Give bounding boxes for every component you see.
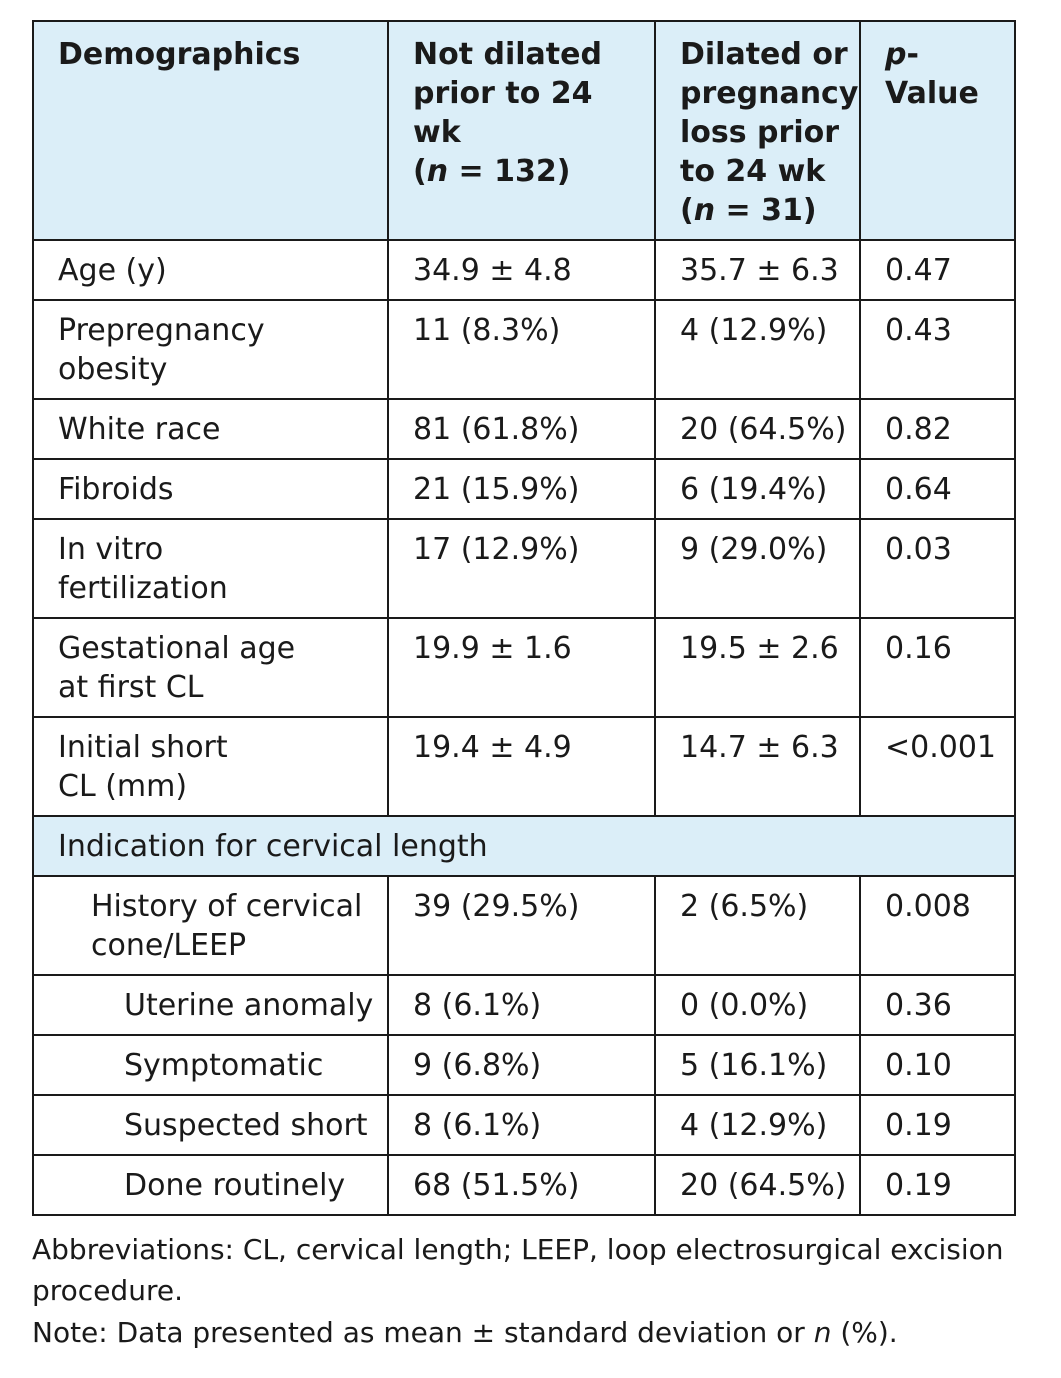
cell-dilated: 0 (0.0%) — [654, 974, 861, 1036]
note-footnote: Note: Data presented as mean ± standard … — [32, 1316, 898, 1349]
cell-p-value: 0.36 — [859, 974, 1016, 1036]
cell-dilated: 4 (12.9%) — [654, 299, 861, 400]
table-row: Gestational age at first CL 19.9 ± 1.6 19… — [32, 617, 1016, 718]
cell-p-value: 0.82 — [859, 398, 1016, 460]
demographics-table: Demographics Not dilated prior to 24 wk … — [32, 20, 1016, 1216]
cell-not-dilated: 19.4 ± 4.9 — [387, 716, 656, 817]
row-label: In vitro fertilization — [32, 518, 389, 619]
header-not-dilated: Not dilated prior to 24 wk (n = 132) — [387, 20, 656, 241]
cell-dilated: 20 (64.5%) — [654, 1154, 861, 1216]
table-row: History of cervical cone/LEEP 39 (29.5%) … — [32, 875, 1016, 976]
header-dilated: Dilated or pregnancy loss prior to 24 wk… — [654, 20, 861, 241]
table-header-row: Demographics Not dilated prior to 24 wk … — [32, 20, 1016, 241]
cell-dilated: 19.5 ± 2.6 — [654, 617, 861, 718]
cell-not-dilated: 11 (8.3%) — [387, 299, 656, 400]
cell-not-dilated: 34.9 ± 4.8 — [387, 239, 656, 301]
table-row: Done routinely 68 (51.5%) 20 (64.5%) 0.1… — [32, 1154, 1016, 1216]
cell-dilated: 2 (6.5%) — [654, 875, 861, 976]
row-label: Uterine anomaly — [32, 974, 389, 1036]
cell-p-value: 0.10 — [859, 1034, 1016, 1096]
section-header-row: Indication for cervical length — [32, 815, 1016, 877]
row-label: Suspected short — [32, 1094, 389, 1156]
cell-p-value: 0.43 — [859, 299, 1016, 400]
cell-not-dilated: 81 (61.8%) — [387, 398, 656, 460]
header-dilated-n: 31 — [761, 193, 803, 228]
row-label: Age (y) — [32, 239, 389, 301]
cell-dilated: 6 (19.4%) — [654, 458, 861, 520]
table-row: Age (y) 34.9 ± 4.8 35.7 ± 6.3 0.47 — [32, 239, 1016, 301]
row-label: Initial short CL (mm) — [32, 716, 389, 817]
cell-dilated: 4 (12.9%) — [654, 1094, 861, 1156]
table-row: Initial short CL (mm) 19.4 ± 4.9 14.7 ± 6… — [32, 716, 1016, 817]
cell-dilated: 20 (64.5%) — [654, 398, 861, 460]
cell-p-value: 0.19 — [859, 1094, 1016, 1156]
header-not-dilated-n: 132 — [494, 154, 557, 189]
row-label: Symptomatic — [32, 1034, 389, 1096]
cell-dilated: 35.7 ± 6.3 — [654, 239, 861, 301]
cell-dilated: 5 (16.1%) — [654, 1034, 861, 1096]
row-label: Prepregnancy obesity — [32, 299, 389, 400]
cell-p-value: 0.19 — [859, 1154, 1016, 1216]
row-label: Fibroids — [32, 458, 389, 520]
cell-p-value: 0.008 — [859, 875, 1016, 976]
table-row: Uterine anomaly 8 (6.1%) 0 (0.0%) 0.36 — [32, 974, 1016, 1036]
table-row: Symptomatic 9 (6.8%) 5 (16.1%) 0.10 — [32, 1034, 1016, 1096]
cell-dilated: 14.7 ± 6.3 — [654, 716, 861, 817]
cell-not-dilated: 21 (15.9%) — [387, 458, 656, 520]
row-label: White race — [32, 398, 389, 460]
cell-p-value: <0.001 — [859, 716, 1016, 817]
cell-p-value: 0.03 — [859, 518, 1016, 619]
abbreviations-footnote: Abbreviations: CL, cervical length; LEEP… — [32, 1233, 1004, 1307]
header-demographics: Demographics — [32, 20, 389, 241]
cell-not-dilated: 8 (6.1%) — [387, 974, 656, 1036]
row-label: Done routinely — [32, 1154, 389, 1216]
cell-not-dilated: 39 (29.5%) — [387, 875, 656, 976]
cell-not-dilated: 19.9 ± 1.6 — [387, 617, 656, 718]
section-indication-label: Indication for cervical length — [32, 815, 1016, 877]
cell-p-value: 0.64 — [859, 458, 1016, 520]
table-row: Fibroids 21 (15.9%) 6 (19.4%) 0.64 — [32, 458, 1016, 520]
cell-dilated: 9 (29.0%) — [654, 518, 861, 619]
row-label: Gestational age at first CL — [32, 617, 389, 718]
table-row: Suspected short 8 (6.1%) 4 (12.9%) 0.19 — [32, 1094, 1016, 1156]
header-p-value: p-Value — [859, 20, 1016, 241]
table-row: White race 81 (61.8%) 20 (64.5%) 0.82 — [32, 398, 1016, 460]
cell-not-dilated: 17 (12.9%) — [387, 518, 656, 619]
cell-not-dilated: 8 (6.1%) — [387, 1094, 656, 1156]
cell-p-value: 0.47 — [859, 239, 1016, 301]
cell-not-dilated: 9 (6.8%) — [387, 1034, 656, 1096]
table-row: Prepregnancy obesity 11 (8.3%) 4 (12.9%) … — [32, 299, 1016, 400]
cell-not-dilated: 68 (51.5%) — [387, 1154, 656, 1216]
row-label: History of cervical cone/LEEP — [32, 875, 389, 976]
cell-p-value: 0.16 — [859, 617, 1016, 718]
table-row: In vitro fertilization 17 (12.9%) 9 (29.0… — [32, 518, 1016, 619]
